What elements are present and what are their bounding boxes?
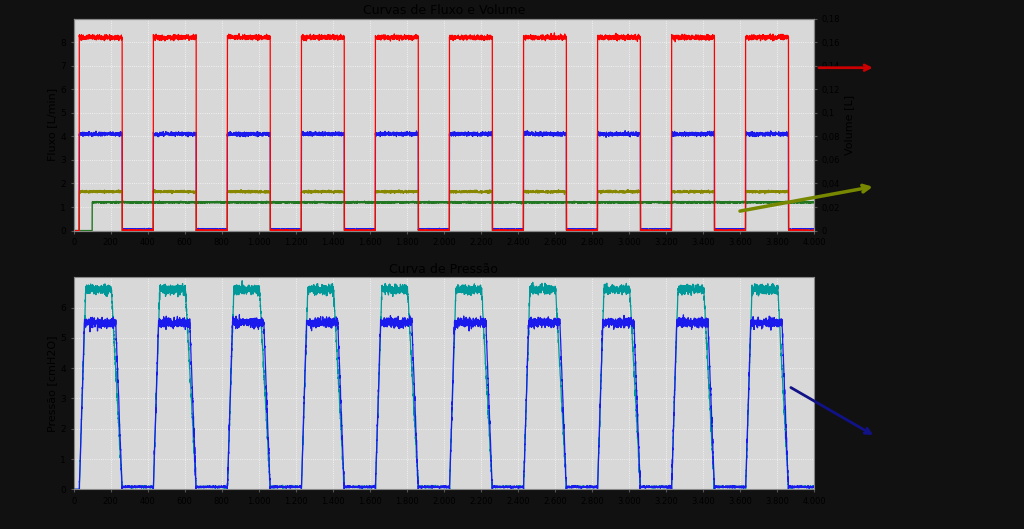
- Title: Curvas de Fluxo e Volume: Curvas de Fluxo e Volume: [362, 4, 525, 17]
- Title: Curva de Pressão: Curva de Pressão: [389, 263, 499, 276]
- Y-axis label: Fluxo [L/min]: Fluxo [L/min]: [47, 88, 57, 161]
- Y-axis label: Pressão [cmH2O]: Pressão [cmH2O]: [47, 335, 57, 432]
- Y-axis label: Volume [L]: Volume [L]: [845, 95, 854, 154]
